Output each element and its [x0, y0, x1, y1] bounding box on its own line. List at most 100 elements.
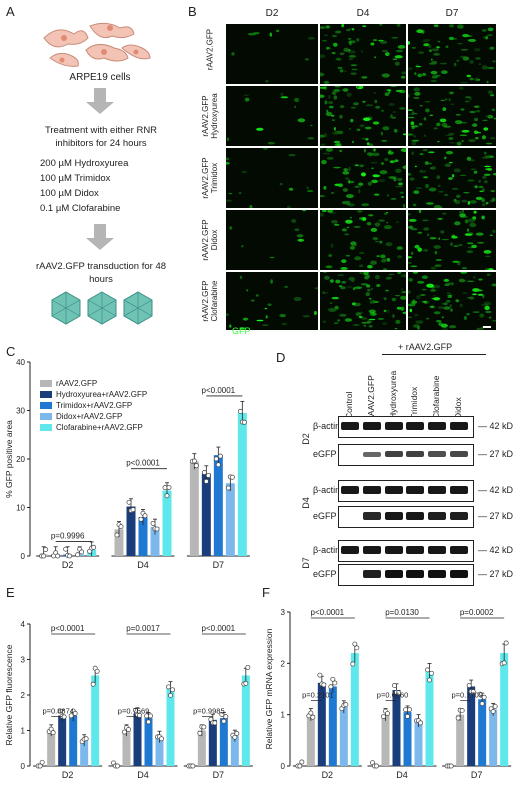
- gfp-cell: [417, 73, 423, 78]
- gfp-cell: [330, 243, 334, 248]
- gfp-cell: [331, 52, 336, 54]
- wb-band: [450, 570, 468, 578]
- gfp-cell: [359, 124, 365, 128]
- gfp-cell: [387, 151, 394, 155]
- gfp-cell: [373, 148, 376, 152]
- gfp-cell: [458, 278, 465, 283]
- gfp-cell: [394, 176, 398, 180]
- gfp-cell: [477, 293, 484, 296]
- gfp-cell: [341, 259, 347, 263]
- wb-row-label: eGFP: [313, 511, 337, 521]
- gfp-cell: [381, 162, 384, 165]
- gfp-cell: [402, 165, 406, 170]
- gfp-cell: [487, 27, 494, 32]
- gfp-cell: [436, 175, 441, 180]
- wb-kd-label: — 27 kD: [478, 449, 514, 459]
- data-point: [234, 731, 240, 736]
- bar: [425, 671, 434, 766]
- gfp-cell: [433, 284, 441, 289]
- data-point: [245, 664, 251, 670]
- gfp-cell: [401, 288, 404, 291]
- wb-kd-label: — 27 kD: [478, 569, 514, 579]
- gfp-cell: [446, 292, 451, 294]
- y-tick-label: 0: [281, 762, 286, 771]
- gfp-cell: [333, 166, 341, 169]
- gfp-cell: [461, 139, 464, 143]
- gfp-cell: [348, 166, 351, 172]
- gfp-cell: [361, 76, 368, 79]
- gfp-cell: [226, 162, 230, 165]
- gfp-cell: [486, 80, 489, 84]
- micro-col-d7: D7: [445, 8, 459, 19]
- gfp-cell: [460, 108, 465, 111]
- data-point: [55, 553, 61, 559]
- gfp-cell: [374, 99, 378, 104]
- wb-band: [363, 422, 381, 430]
- gfp-cell: [460, 81, 468, 84]
- gfp-cell: [459, 211, 462, 214]
- gfp-cell: [359, 164, 364, 168]
- gfp-cell: [448, 24, 455, 28]
- arrow-shaft-2: [94, 224, 106, 238]
- legend-label: rAAV2.GFP: [56, 379, 97, 388]
- bar: [58, 715, 67, 766]
- wb-band: [385, 512, 403, 520]
- gfp-cell: [441, 123, 448, 127]
- gfp-cell: [443, 278, 450, 282]
- y-tick-label: 1: [281, 711, 286, 720]
- p-value-label: p=0.0002: [460, 608, 494, 617]
- gfp-cell: [241, 170, 248, 174]
- gfp-cell: [231, 52, 235, 56]
- gfp-cell: [428, 151, 435, 154]
- gfp-cell: [385, 242, 393, 247]
- gfp-cell: [264, 307, 268, 310]
- gfp-cell: [412, 272, 418, 274]
- gfp-cell: [398, 182, 403, 186]
- gfp-cell: [485, 310, 492, 314]
- data-point: [130, 507, 136, 513]
- data-point: [429, 670, 434, 676]
- micro-col-d2: D2: [265, 8, 279, 19]
- wb-band: [428, 451, 446, 458]
- gfp-cell: [402, 311, 406, 314]
- wb-strip: [338, 444, 474, 466]
- gfp-cell: [394, 159, 399, 162]
- gfp-cell: [382, 73, 390, 78]
- gfp-cell: [430, 266, 436, 270]
- wb-strip: [338, 540, 474, 562]
- data-point: [343, 702, 349, 708]
- legend-swatch: [40, 413, 52, 420]
- wb-band: [406, 512, 424, 520]
- gfp-cell: [331, 220, 338, 224]
- gfp-cell: [433, 24, 439, 27]
- gfp-cell: [450, 282, 454, 286]
- gfp-cell: [440, 99, 446, 102]
- gfp-cell: [463, 191, 470, 194]
- data-point: [501, 660, 507, 666]
- gfp-cell: [280, 96, 289, 99]
- gfp-cell: [344, 318, 352, 322]
- gfp-cell: [320, 54, 326, 59]
- gfp-cell: [294, 228, 300, 232]
- bar: [208, 719, 217, 766]
- gfp-cell: [423, 176, 428, 179]
- gfp-cell: [329, 212, 337, 214]
- gfp-cell: [484, 301, 491, 306]
- wb-row-label: β-actin: [313, 545, 341, 555]
- panel-letter-f: F: [262, 585, 270, 600]
- gfp-cell: [429, 305, 435, 308]
- gfp-cell: [348, 55, 357, 58]
- gfp-cell: [239, 275, 243, 280]
- gfp-cell: [417, 280, 425, 284]
- x-tick-label: D2: [322, 770, 334, 780]
- data-point: [94, 668, 100, 674]
- gfp-cell: [345, 219, 353, 224]
- gfp-cell: [468, 139, 476, 143]
- gfp-cell: [411, 141, 417, 146]
- gfp-cell: [425, 300, 430, 304]
- gfp-cell: [279, 182, 283, 186]
- data-point: [299, 759, 305, 765]
- gfp-cell: [458, 244, 463, 246]
- gfp-cell: [444, 163, 451, 167]
- gfp-cell: [378, 39, 384, 42]
